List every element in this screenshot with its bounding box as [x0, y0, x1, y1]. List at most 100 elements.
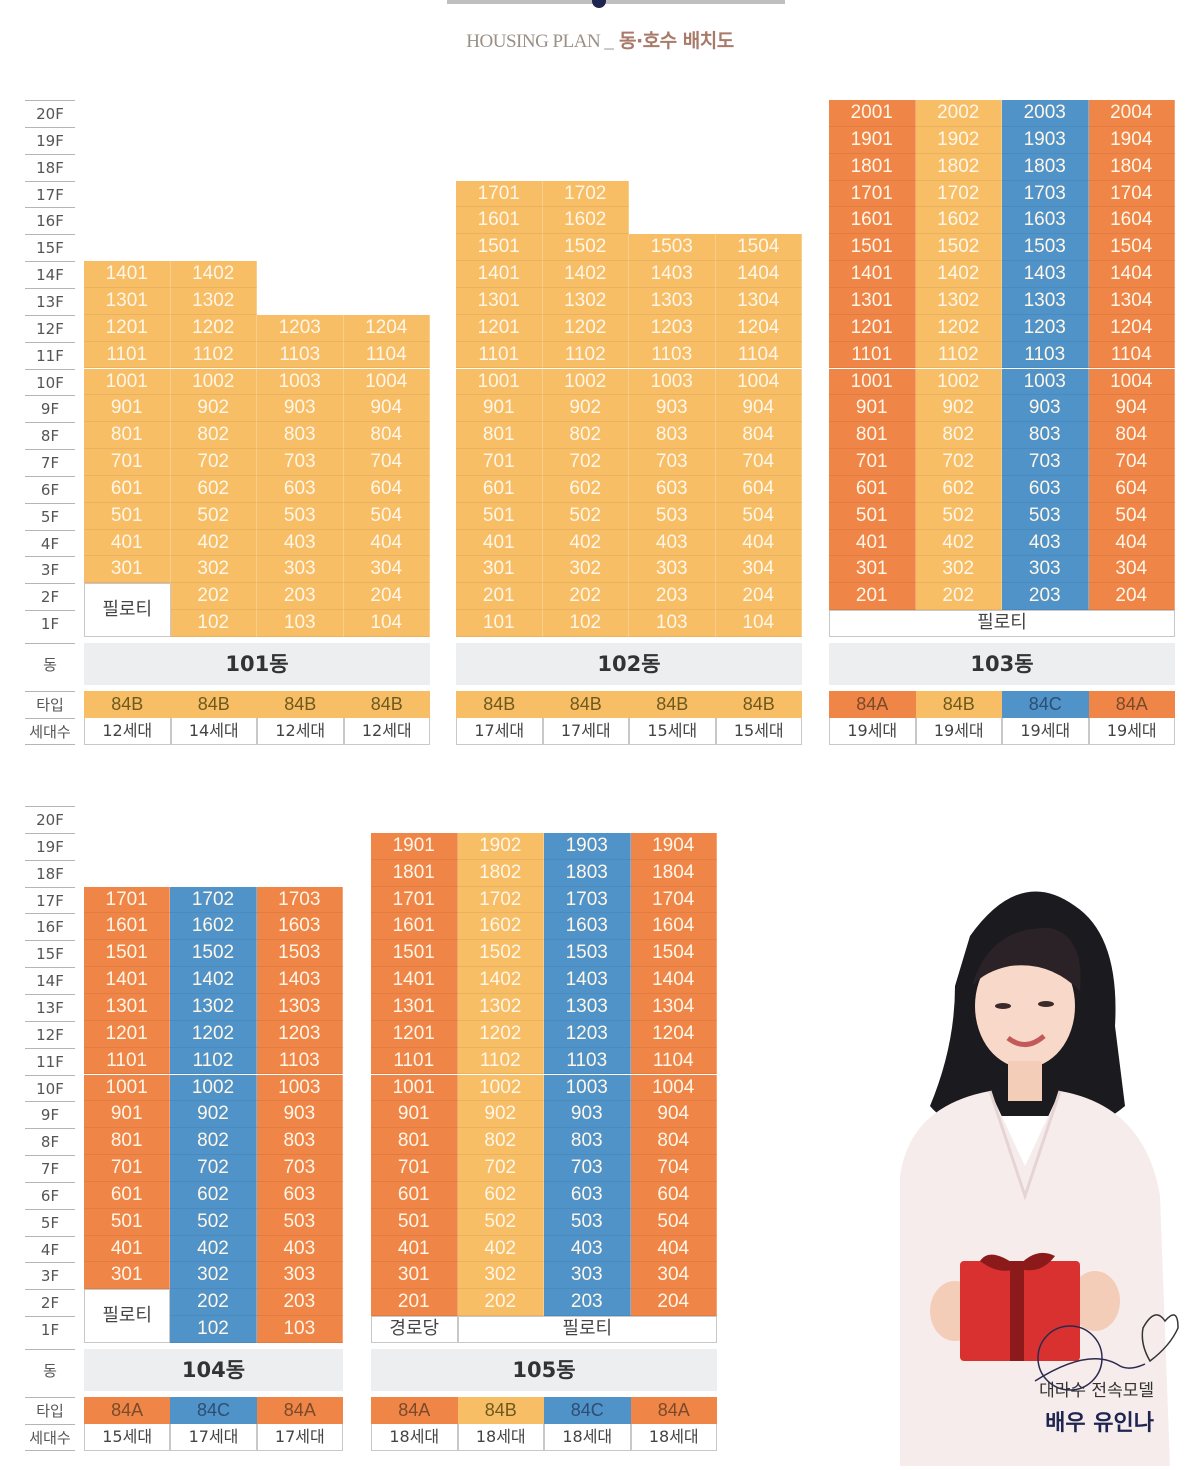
unit-cell[interactable]: 701 — [84, 1155, 171, 1182]
unit-cell[interactable]: 1303 — [1002, 287, 1089, 315]
unit-cell[interactable]: 202 — [170, 583, 257, 611]
unit-cell[interactable]: 403 — [256, 1235, 343, 1263]
unit-cell[interactable]: 1402 — [457, 967, 544, 994]
unit-cell[interactable]: 503 — [1002, 502, 1089, 530]
unit-cell[interactable]: 1103 — [1002, 341, 1089, 369]
unit-cell[interactable]: 902 — [457, 1101, 544, 1129]
unit-cell[interactable]: 803 — [629, 422, 716, 450]
unit-cell[interactable]: 203 — [256, 1289, 343, 1317]
unit-cell[interactable]: 501 — [84, 502, 171, 530]
unit-cell[interactable]: 1602 — [457, 913, 544, 941]
unit-cell[interactable]: 1503 — [256, 940, 343, 968]
unit-cell[interactable]: 402 — [542, 529, 629, 557]
unit-cell[interactable]: 1301 — [829, 287, 916, 315]
unit-cell[interactable]: 104 — [715, 610, 802, 637]
unit-cell[interactable]: 1003 — [1002, 368, 1089, 396]
unit-cell[interactable]: 904 — [715, 395, 802, 423]
unit-cell[interactable]: 603 — [257, 475, 344, 503]
unit-cell[interactable]: 1704 — [630, 886, 717, 914]
unit-cell[interactable]: 1204 — [630, 1020, 717, 1048]
unit-cell[interactable]: 1802 — [915, 153, 1002, 181]
unit-cell[interactable]: 1801 — [829, 153, 916, 181]
unit-cell[interactable]: 602 — [915, 475, 1002, 503]
unit-cell[interactable]: 1704 — [1088, 180, 1175, 208]
unit-cell[interactable]: 1101 — [84, 341, 171, 369]
unit-cell[interactable]: 802 — [915, 422, 1002, 450]
unit-cell[interactable]: 603 — [256, 1181, 343, 1209]
unit-cell[interactable]: 1302 — [170, 993, 257, 1021]
unit-cell[interactable]: 1302 — [457, 993, 544, 1021]
unit-cell[interactable]: 603 — [1002, 475, 1089, 503]
unit-cell[interactable]: 1401 — [829, 261, 916, 288]
unit-cell[interactable]: 1402 — [170, 967, 257, 994]
unit-cell[interactable]: 403 — [629, 529, 716, 557]
unit-cell[interactable]: 1502 — [542, 234, 629, 262]
unit-cell[interactable]: 803 — [256, 1128, 343, 1156]
unit-cell[interactable]: 403 — [1002, 529, 1089, 557]
unit-cell[interactable]: 1004 — [630, 1074, 717, 1102]
unit-cell[interactable]: 202 — [915, 583, 1002, 611]
unit-cell[interactable]: 1801 — [371, 859, 458, 887]
unit-cell[interactable]: 403 — [544, 1235, 631, 1263]
unit-cell[interactable]: 1702 — [915, 180, 1002, 208]
unit-cell[interactable]: 803 — [1002, 422, 1089, 450]
unit-cell[interactable]: 1401 — [84, 261, 171, 288]
unit-cell[interactable]: 1304 — [630, 993, 717, 1021]
unit-cell[interactable]: 1002 — [542, 368, 629, 396]
unit-cell[interactable]: 504 — [1088, 502, 1175, 530]
unit-cell[interactable]: 1101 — [829, 341, 916, 369]
unit-cell[interactable]: 102 — [170, 1316, 257, 1343]
unit-cell[interactable]: 2003 — [1002, 100, 1089, 127]
unit-cell[interactable]: 1603 — [544, 913, 631, 941]
unit-cell[interactable]: 1601 — [829, 207, 916, 235]
unit-cell[interactable]: 502 — [915, 502, 1002, 530]
unit-cell[interactable]: 1003 — [544, 1074, 631, 1102]
unit-cell[interactable]: 701 — [456, 449, 543, 476]
unit-cell[interactable]: 401 — [829, 529, 916, 557]
unit-cell[interactable]: 1804 — [1088, 153, 1175, 181]
unit-cell[interactable]: 1601 — [371, 913, 458, 941]
unit-cell[interactable]: 1202 — [542, 314, 629, 342]
unit-cell[interactable]: 901 — [829, 395, 916, 423]
unit-cell[interactable]: 802 — [170, 1128, 257, 1156]
unit-cell[interactable]: 303 — [256, 1262, 343, 1290]
unit-cell[interactable]: 1003 — [629, 368, 716, 396]
unit-cell[interactable]: 404 — [630, 1235, 717, 1263]
unit-cell[interactable]: 1402 — [170, 261, 257, 288]
unit-cell[interactable]: 203 — [257, 583, 344, 611]
unit-cell[interactable]: 1203 — [256, 1020, 343, 1048]
unit-cell[interactable]: 703 — [1002, 449, 1089, 476]
unit-cell[interactable]: 503 — [544, 1208, 631, 1236]
unit-cell[interactable]: 1501 — [829, 234, 916, 262]
unit-cell[interactable]: 902 — [170, 1101, 257, 1129]
unit-cell[interactable]: 1102 — [542, 341, 629, 369]
unit-cell[interactable]: 1201 — [829, 314, 916, 342]
unit-cell[interactable]: 1004 — [1088, 368, 1175, 396]
unit-cell[interactable]: 1601 — [84, 913, 171, 941]
unit-cell[interactable]: 201 — [456, 583, 543, 611]
unit-cell[interactable]: 1002 — [915, 368, 1002, 396]
unit-cell[interactable]: 501 — [84, 1208, 171, 1236]
unit-cell[interactable]: 201 — [829, 583, 916, 611]
unit-cell[interactable]: 801 — [456, 422, 543, 450]
unit-cell[interactable]: 1202 — [915, 314, 1002, 342]
unit-cell[interactable]: 1202 — [457, 1020, 544, 1048]
unit-cell[interactable]: 602 — [170, 475, 257, 503]
unit-cell[interactable]: 1002 — [457, 1074, 544, 1102]
unit-cell[interactable]: 1802 — [457, 859, 544, 887]
unit-cell[interactable]: 1104 — [343, 341, 430, 369]
unit-cell[interactable]: 304 — [630, 1262, 717, 1290]
unit-cell[interactable]: 204 — [715, 583, 802, 611]
unit-cell[interactable]: 1604 — [1088, 207, 1175, 235]
unit-cell[interactable]: 1501 — [84, 940, 171, 968]
unit-cell[interactable]: 203 — [629, 583, 716, 611]
unit-cell[interactable]: 601 — [456, 475, 543, 503]
unit-cell[interactable]: 301 — [84, 556, 171, 584]
unit-cell[interactable]: 702 — [170, 1155, 257, 1182]
unit-cell[interactable]: 1103 — [256, 1047, 343, 1075]
unit-cell[interactable]: 304 — [343, 556, 430, 584]
unit-cell[interactable]: 304 — [715, 556, 802, 584]
unit-cell[interactable]: 302 — [542, 556, 629, 584]
unit-cell[interactable]: 703 — [257, 449, 344, 476]
unit-cell[interactable]: 1303 — [629, 287, 716, 315]
